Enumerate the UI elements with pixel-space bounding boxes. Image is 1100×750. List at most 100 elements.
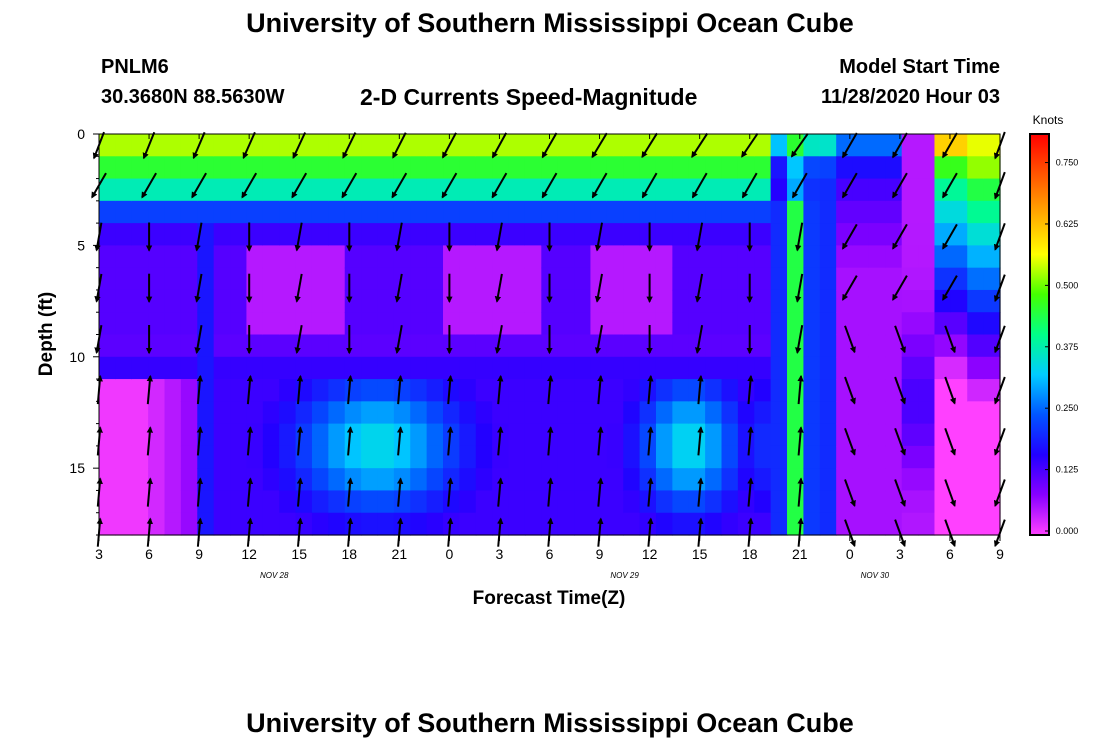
current-vector xyxy=(396,426,404,456)
current-vector xyxy=(291,172,308,199)
heatmap-cell xyxy=(672,178,690,202)
current-vector xyxy=(942,172,958,199)
heatmap-cell xyxy=(950,490,968,514)
heatmap-cell xyxy=(524,356,542,380)
heatmap-cell xyxy=(361,468,379,492)
heatmap-cell xyxy=(393,312,411,336)
heatmap-cell xyxy=(508,156,526,180)
current-vector xyxy=(441,172,458,199)
heatmap-cell xyxy=(475,468,493,492)
heatmap-cell xyxy=(443,312,460,336)
heatmap-cell xyxy=(918,512,936,536)
heatmap-cell xyxy=(99,200,116,224)
y-axis-title: Depth (ft) xyxy=(36,292,57,376)
heatmap-cell xyxy=(180,200,198,224)
heatmap-cell xyxy=(819,289,837,313)
heatmap-cell xyxy=(311,445,329,469)
heatmap-cell xyxy=(606,356,624,380)
heatmap-cell xyxy=(705,468,723,492)
current-vector xyxy=(142,131,156,160)
heatmap-cell xyxy=(787,156,805,180)
heatmap-cell xyxy=(410,423,428,447)
heatmap-cell xyxy=(868,134,886,157)
heatmap-cell xyxy=(803,245,821,269)
heatmap-cell xyxy=(836,200,854,224)
heatmap-cell xyxy=(836,468,854,492)
heatmap-cell xyxy=(721,512,739,536)
heatmap-cell xyxy=(983,512,1001,536)
current-vector xyxy=(296,517,304,547)
heatmap-cell xyxy=(721,178,739,202)
heatmap-cell xyxy=(410,289,428,313)
heatmap-cell xyxy=(262,468,280,492)
current-vector xyxy=(942,275,958,301)
heatmap-cell xyxy=(623,401,641,425)
heatmap-cell xyxy=(393,223,411,246)
heatmap-cell xyxy=(246,490,264,514)
heatmap-cell xyxy=(901,245,919,269)
heatmap-cell xyxy=(443,445,460,469)
heatmap-cell xyxy=(99,312,116,336)
heatmap-cell xyxy=(246,223,264,246)
heatmap-cell xyxy=(557,245,575,269)
heatmap-cell xyxy=(311,379,329,402)
heatmap-cell xyxy=(672,356,690,380)
heatmap-cell xyxy=(574,512,592,536)
heatmap-cell xyxy=(918,245,936,269)
heatmap-cell xyxy=(197,445,215,469)
heatmap-cell xyxy=(459,445,477,469)
heatmap-cell xyxy=(868,334,886,358)
heatmap-cell xyxy=(803,312,821,336)
heatmap-cell xyxy=(99,490,116,514)
heatmap-cell xyxy=(967,312,985,336)
heatmap-cell xyxy=(213,468,231,492)
current-vector xyxy=(547,426,554,456)
heatmap-cell xyxy=(606,178,624,202)
heatmap-cell xyxy=(262,245,280,269)
heatmap-cell xyxy=(688,401,706,425)
heatmap-cell xyxy=(377,512,395,536)
heatmap-cell xyxy=(377,401,395,425)
heatmap-cell xyxy=(230,245,248,269)
heatmap-cell xyxy=(492,490,510,514)
heatmap-cell xyxy=(639,200,657,224)
colorbar-tick-label: 0.250 xyxy=(1056,403,1079,413)
heatmap-cell xyxy=(541,490,559,514)
heatmap-cell xyxy=(967,490,985,514)
heatmap-cell xyxy=(361,334,379,358)
heatmap-cell xyxy=(803,423,821,447)
heatmap-cell xyxy=(918,379,936,402)
heatmap-cell xyxy=(967,423,985,447)
heatmap-cell xyxy=(99,245,116,269)
heatmap-cell xyxy=(950,356,968,380)
heatmap-cell xyxy=(639,178,657,202)
heatmap-cell xyxy=(213,445,231,469)
heatmap-cell xyxy=(426,334,444,358)
heatmap-cell xyxy=(148,423,166,447)
current-vector xyxy=(446,374,454,405)
heatmap-cell xyxy=(688,334,706,358)
heatmap-cell xyxy=(852,178,870,202)
heatmap-cell xyxy=(983,423,1001,447)
heatmap-cell xyxy=(836,356,854,380)
heatmap-cell xyxy=(164,134,182,157)
heatmap-cell xyxy=(770,379,788,402)
heatmap-cell xyxy=(279,245,297,269)
heatmap-cell xyxy=(99,178,116,202)
heatmap-cell xyxy=(459,156,477,180)
heatmap-cell xyxy=(115,289,133,313)
colorbar-tick-label: 0.375 xyxy=(1056,342,1079,352)
current-vector xyxy=(494,325,503,354)
heatmap-cell xyxy=(836,156,854,180)
current-vector xyxy=(194,273,203,303)
heatmap-cell xyxy=(344,267,362,291)
heatmap-cell xyxy=(475,223,493,246)
heatmap-cell xyxy=(344,289,362,313)
heatmap-cell xyxy=(901,401,919,425)
heatmap-cell xyxy=(99,267,116,291)
heatmap-cell xyxy=(180,223,198,246)
heatmap-cell xyxy=(131,289,149,313)
heatmap-cell xyxy=(918,178,936,202)
heatmap-cell xyxy=(590,356,608,380)
heatmap-cell xyxy=(541,401,559,425)
